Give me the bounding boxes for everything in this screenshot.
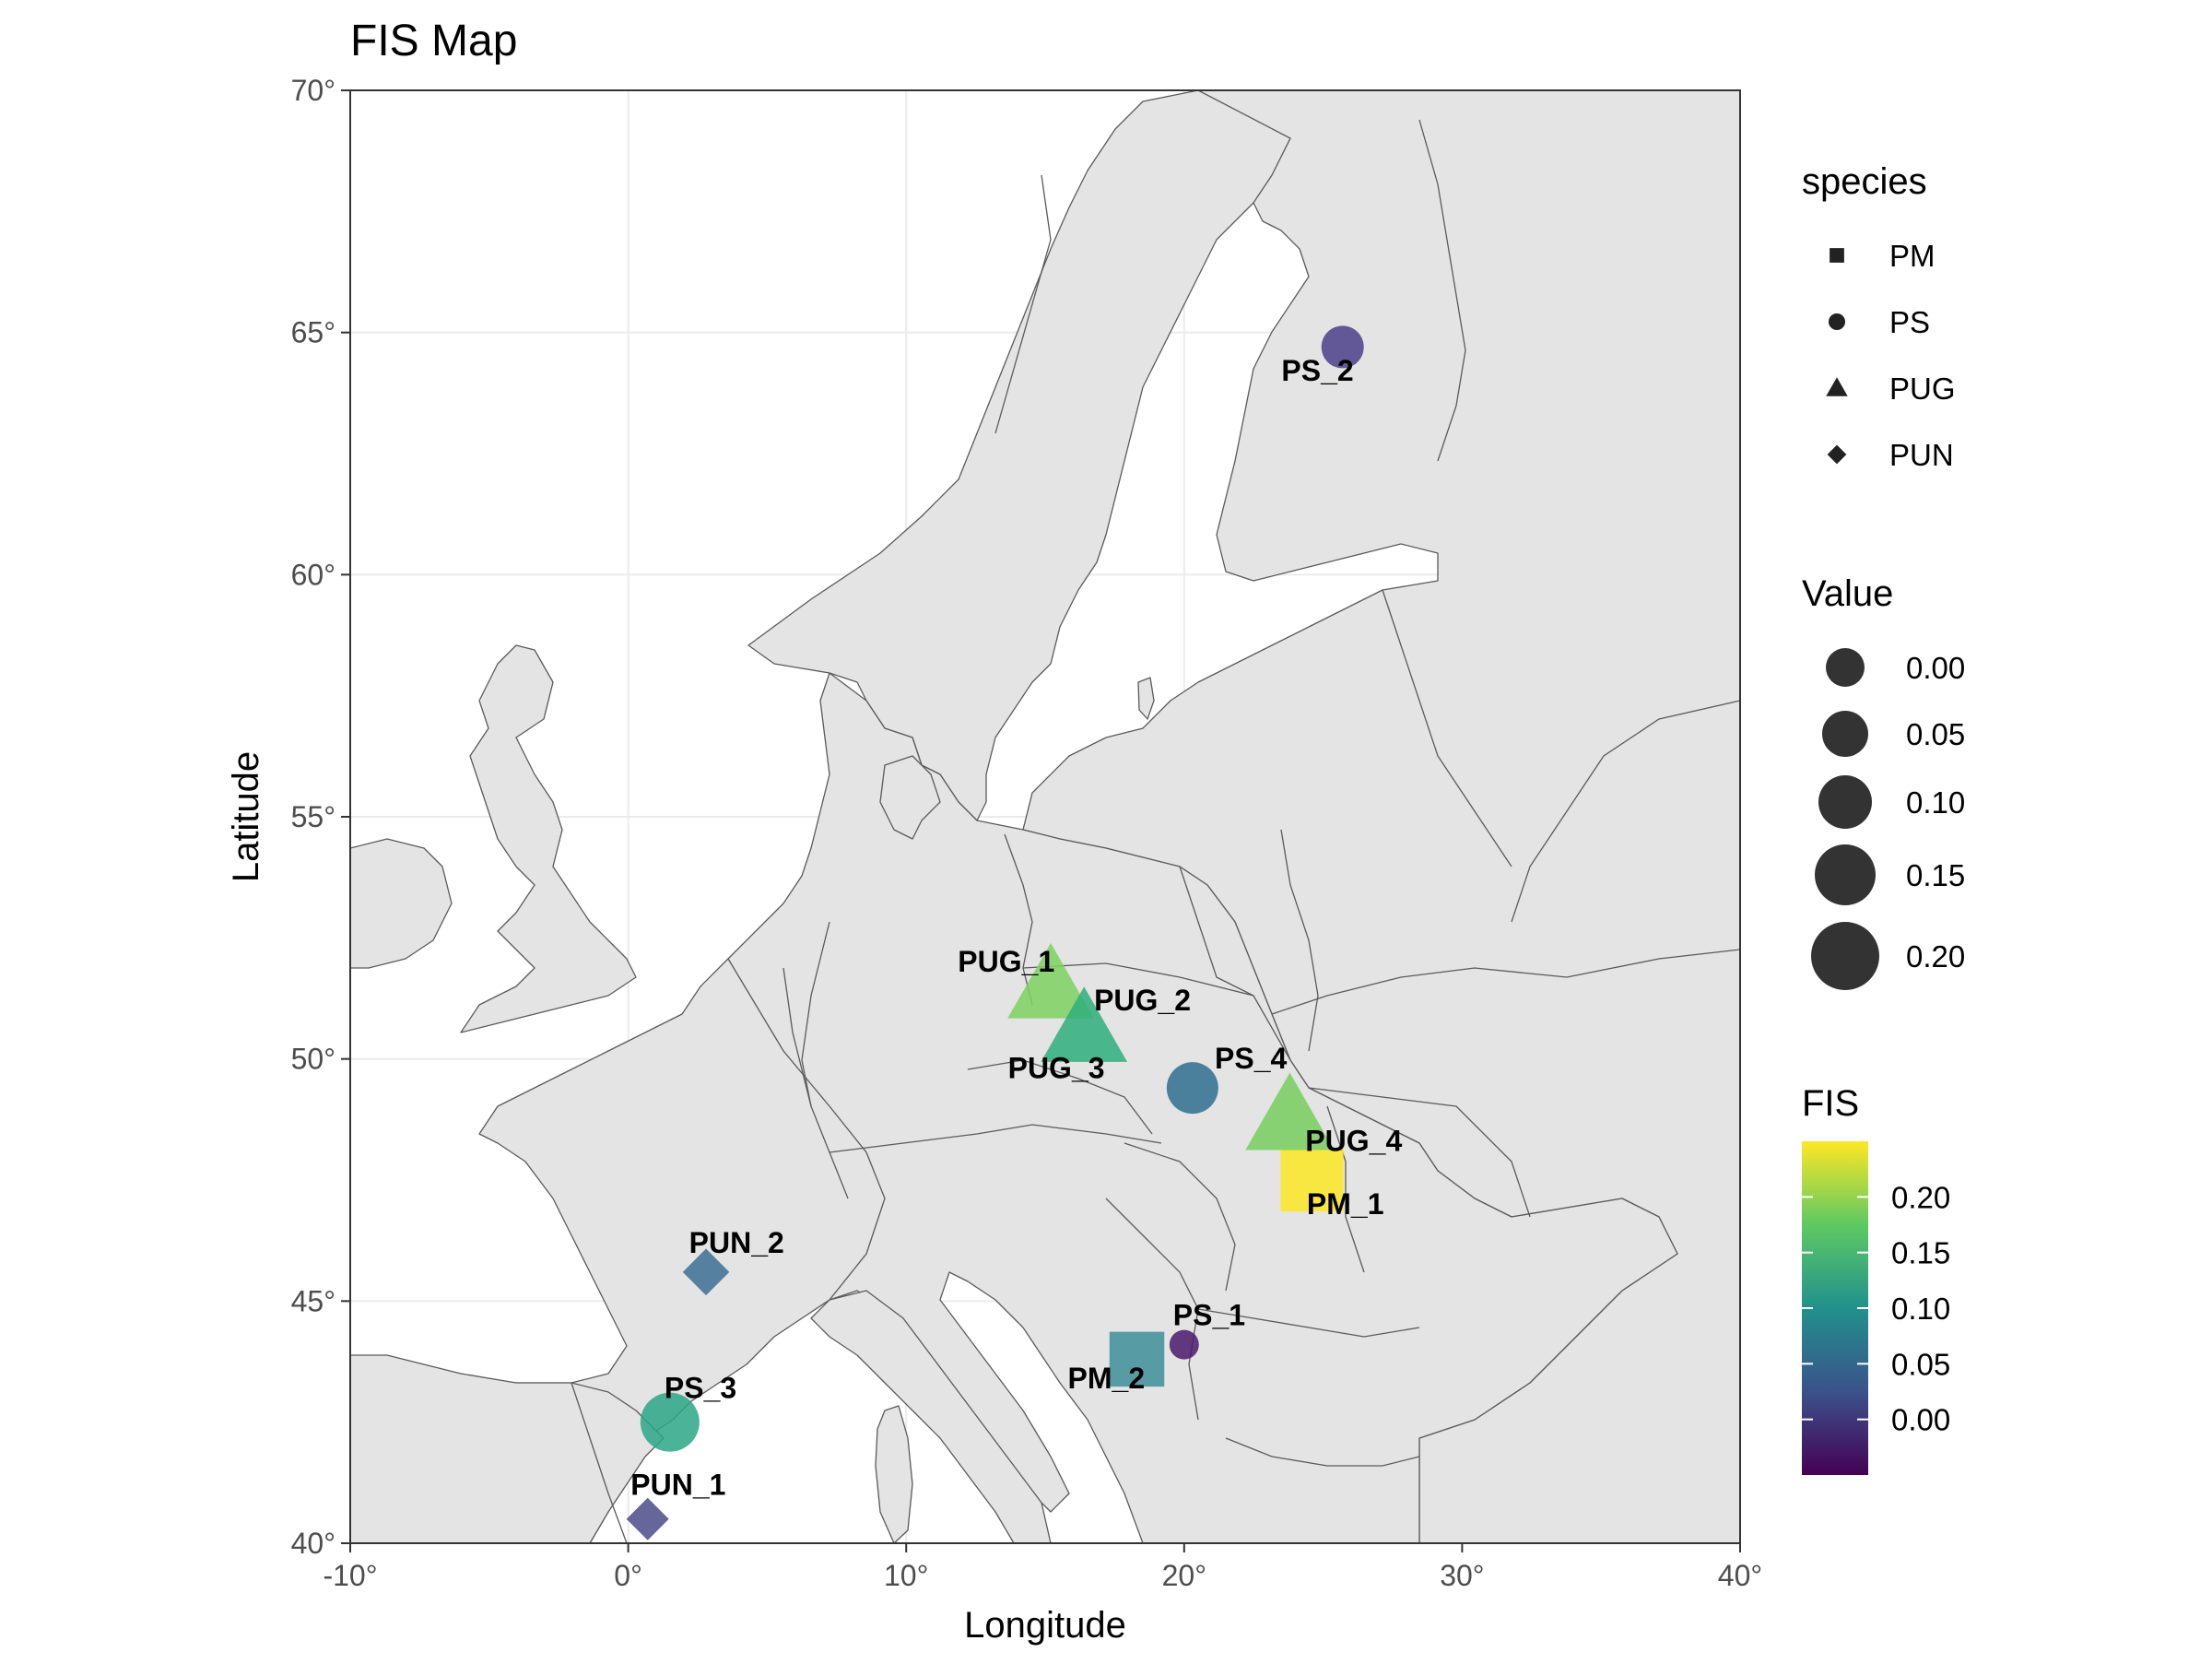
chart-title: FIS Map (350, 17, 517, 65)
point-ps-4 (1166, 1062, 1218, 1115)
point-pug-2 (1041, 986, 1128, 1062)
y-tick-label: 40° (291, 1527, 335, 1560)
point-pm-2 (1109, 1331, 1165, 1387)
legend-species-title: species (1802, 161, 1927, 202)
y-axis-label: Latitude (226, 751, 266, 882)
point-pm-1 (1280, 1148, 1344, 1212)
point-pun-2 (682, 1248, 730, 1296)
land-corsica-sardinia (875, 1405, 913, 1543)
legend-size-key (1822, 711, 1868, 757)
point-ps-2 (1321, 325, 1364, 369)
legend-species-key-pug (1826, 377, 1848, 396)
legend-species-key-ps (1829, 313, 1845, 330)
legend-species-label: PUG (1889, 372, 1956, 406)
legend-size-label: 0.10 (1906, 785, 1965, 820)
data-point-labels: PUG_1 PUG_2 PUG_3 PS_4 PUG_4 PM_1 PUN_2 PS_1 PM_… (630, 354, 1402, 1501)
point-label: PS_2 (1281, 354, 1353, 387)
land-iberia (350, 1354, 665, 1543)
point-label: PUN_1 (630, 1468, 725, 1501)
legend-size-label: 0.15 (1906, 858, 1965, 892)
point-ps-3 (640, 1392, 700, 1452)
land-great-britain (460, 644, 637, 1033)
point-label: PM_1 (1307, 1187, 1384, 1221)
x-tick-label: 40° (1718, 1559, 1762, 1592)
legend-species: species PM PS PUG PUN (1802, 161, 1956, 472)
legend-fis-label: 0.20 (1891, 1180, 1950, 1214)
legend-species-label: PS (1889, 305, 1930, 339)
point-label: PUG_4 (1305, 1124, 1402, 1157)
x-tick-label: 0° (614, 1559, 642, 1592)
point-label: PM_2 (1068, 1362, 1146, 1395)
point-label: PUG_3 (1008, 1052, 1105, 1085)
data-points (626, 325, 1364, 1540)
point-pug-1 (1007, 942, 1094, 1019)
y-tick-label: 70° (291, 74, 335, 107)
y-tick-label: 60° (291, 558, 335, 591)
point-label: PUN_2 (689, 1226, 784, 1259)
land-continental-europe (350, 672, 1678, 1543)
land-denmark (879, 755, 941, 840)
x-tick-label: -10° (323, 1559, 377, 1592)
legend-fis-title: FIS (1802, 1083, 1859, 1124)
land-gotland (1137, 677, 1155, 720)
point-label: PUG_2 (1094, 984, 1191, 1017)
land-ireland (350, 838, 453, 969)
legend-fis-label: 0.00 (1891, 1403, 1950, 1437)
x-tick-label: 30° (1440, 1559, 1484, 1592)
legend-species-label: PM (1889, 239, 1936, 273)
point-pun-1 (626, 1497, 669, 1540)
country-borders (571, 119, 1740, 1543)
point-label: PS_4 (1215, 1042, 1287, 1075)
legend-size-title: Value (1802, 573, 1893, 614)
legend-species-key-pun (1827, 444, 1847, 465)
point-pug-4 (1245, 1072, 1335, 1151)
legend-size-label: 0.20 (1906, 939, 1965, 974)
x-axis-label: Longitude (964, 1605, 1126, 1646)
legend-size-label: 0.05 (1906, 717, 1965, 751)
point-label: PS_1 (1173, 1299, 1245, 1332)
legend-size-key (1815, 844, 1876, 905)
x-tick-label: 20° (1162, 1559, 1206, 1592)
legend-size-key (1826, 648, 1865, 687)
legend-size-key (1818, 775, 1872, 829)
legend-size-key (1811, 922, 1879, 990)
y-tick-label: 65° (291, 316, 335, 349)
y-axis: 40° 45° 50° 55° 60° 65° 70° (291, 74, 350, 1560)
x-axis: -10° 0° 10° 20° 30° 40° (323, 1543, 1762, 1592)
legend-species-key-pm (1830, 248, 1844, 263)
point-label: PS_3 (665, 1371, 736, 1404)
y-tick-label: 45° (291, 1284, 335, 1317)
legend-size: Value 0.00 0.05 0.10 0.15 0.20 (1802, 573, 1965, 990)
point-ps-1 (1169, 1329, 1199, 1360)
legend-fis-label: 0.05 (1891, 1347, 1950, 1381)
legend-species-label: PUN (1889, 438, 1954, 472)
y-tick-label: 55° (291, 800, 335, 833)
legend-size-label: 0.00 (1906, 651, 1965, 685)
legend-fis: FIS 0.00 0.05 0.10 0.15 0.20 (1802, 1083, 1950, 1475)
point-label: PUG_1 (958, 945, 1054, 978)
legend-fis-label: 0.15 (1891, 1236, 1950, 1270)
europe-basemap (350, 90, 1740, 1543)
x-tick-label: 10° (884, 1559, 928, 1592)
y-tick-label: 50° (291, 1043, 335, 1076)
legend-fis-label: 0.10 (1891, 1292, 1950, 1326)
land-italy (810, 1290, 1052, 1543)
